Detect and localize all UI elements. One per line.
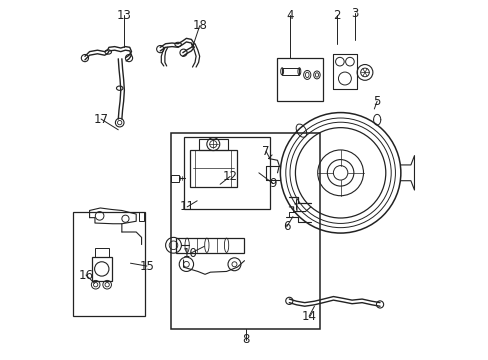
- Bar: [73, 212, 144, 316]
- Text: 5: 5: [373, 95, 380, 108]
- Text: 1: 1: [292, 202, 300, 215]
- Text: 15: 15: [139, 260, 154, 273]
- Bar: [176, 238, 244, 253]
- Bar: [139, 212, 144, 221]
- Text: 12: 12: [222, 170, 237, 183]
- Bar: [282, 68, 299, 75]
- Bar: [171, 175, 178, 182]
- Bar: [95, 248, 109, 257]
- Text: 10: 10: [182, 247, 197, 260]
- Text: 4: 4: [286, 9, 294, 22]
- Text: 3: 3: [350, 7, 358, 20]
- Bar: [92, 257, 112, 281]
- Text: 8: 8: [242, 333, 249, 346]
- Bar: [183, 137, 269, 209]
- Text: 9: 9: [269, 177, 276, 190]
- Bar: [190, 149, 236, 187]
- Text: 16: 16: [79, 269, 93, 282]
- Text: 11: 11: [179, 201, 194, 213]
- Text: 2: 2: [333, 9, 340, 22]
- Text: 14: 14: [301, 310, 316, 323]
- Text: 6: 6: [283, 220, 290, 233]
- Bar: [276, 58, 323, 101]
- Bar: [199, 139, 227, 149]
- Text: 7: 7: [262, 145, 269, 158]
- Bar: [171, 134, 319, 329]
- Text: 18: 18: [192, 19, 207, 32]
- Text: 13: 13: [117, 9, 132, 22]
- Text: 17: 17: [93, 113, 108, 126]
